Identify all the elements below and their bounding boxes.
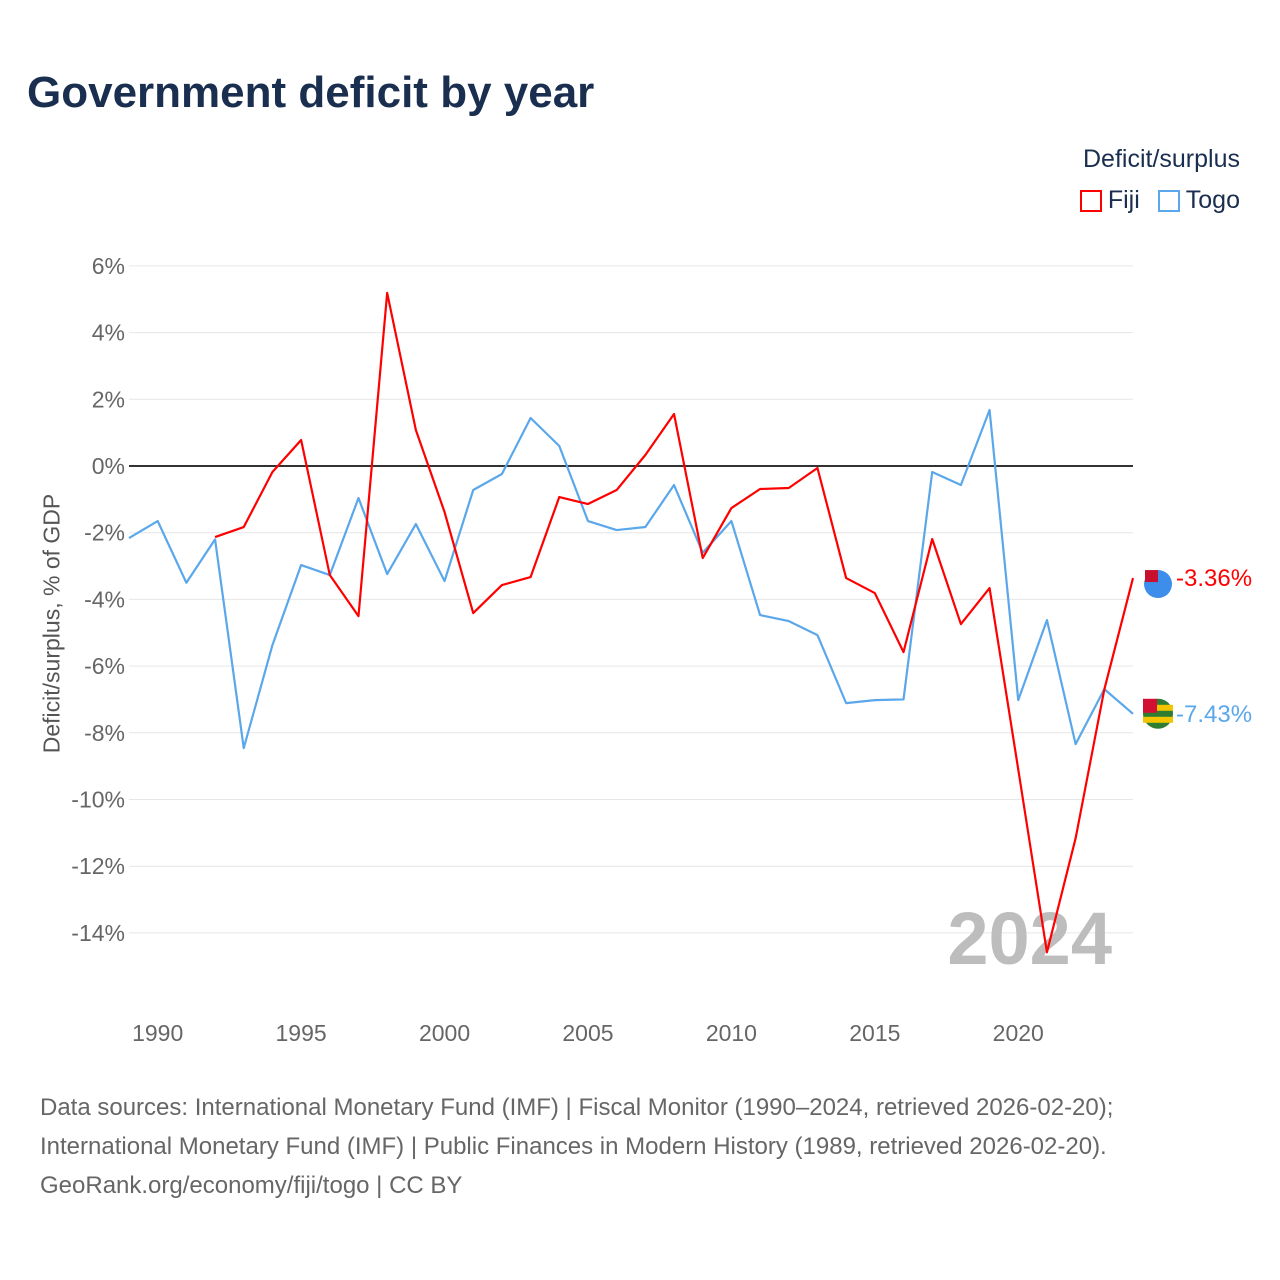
- x-tick-label: 2005: [562, 1020, 613, 1046]
- source-line-2: International Monetary Fund (IMF) | Publ…: [40, 1133, 1107, 1160]
- source-credit[interactable]: GeoRank.org/economy/fiji/togo | CC BY: [40, 1172, 463, 1199]
- x-tick-label: 1990: [132, 1020, 183, 1046]
- series-line-togo: [128, 408, 1134, 750]
- x-tick-label: 2015: [849, 1020, 900, 1046]
- x-tick-label: 2020: [993, 1020, 1044, 1046]
- togo-flag-stripe: [1143, 704, 1173, 711]
- source-line-1: Data sources: International Monetary Fun…: [40, 1094, 1114, 1121]
- end-label-fiji: -3.36%: [1176, 565, 1252, 592]
- y-tick-label: -6%: [84, 653, 125, 679]
- legend-label-togo: Togo: [1185, 186, 1240, 214]
- y-tick-label: -12%: [71, 853, 125, 879]
- fiji-flag-union-icon: [1145, 570, 1158, 583]
- y-tick-label: -4%: [84, 586, 125, 612]
- legend-item-fiji[interactable]: Fiji: [1079, 186, 1140, 215]
- legend: Fiji Togo: [1079, 186, 1240, 215]
- togo-flag-stripe: [1143, 716, 1173, 723]
- x-tick-label: 2000: [419, 1020, 470, 1046]
- series-line-fiji: [214, 291, 1135, 954]
- end-label-togo: -7.43%: [1176, 701, 1252, 728]
- footer: Data sources: International Monetary Fun…: [40, 1088, 1113, 1205]
- year-watermark: 2024: [947, 897, 1112, 980]
- legend-swatch-togo: [1157, 189, 1180, 212]
- y-tick-label: 4%: [92, 320, 125, 346]
- legend-item-togo[interactable]: Togo: [1157, 186, 1240, 215]
- legend-label-fiji: Fiji: [1107, 186, 1140, 214]
- x-tick-label: 1995: [276, 1020, 327, 1046]
- y-tick-label: -14%: [71, 920, 125, 946]
- y-axis-label: Deficit/surplus, % of GDP: [38, 493, 65, 754]
- y-tick-label: 2%: [92, 386, 125, 412]
- y-tick-label: -10%: [71, 787, 125, 813]
- legend-swatch-fiji: [1079, 189, 1102, 212]
- legend-title: Deficit/surplus: [1083, 145, 1240, 173]
- chart-title: Government deficit by year: [27, 68, 595, 117]
- togo-flag-canton: [1143, 698, 1157, 713]
- y-tick-label: 6%: [92, 253, 125, 279]
- y-tick-label: -2%: [84, 520, 125, 546]
- y-tick-label: 0%: [92, 453, 125, 479]
- x-tick-label: 2010: [706, 1020, 757, 1046]
- y-tick-label: -8%: [84, 720, 125, 746]
